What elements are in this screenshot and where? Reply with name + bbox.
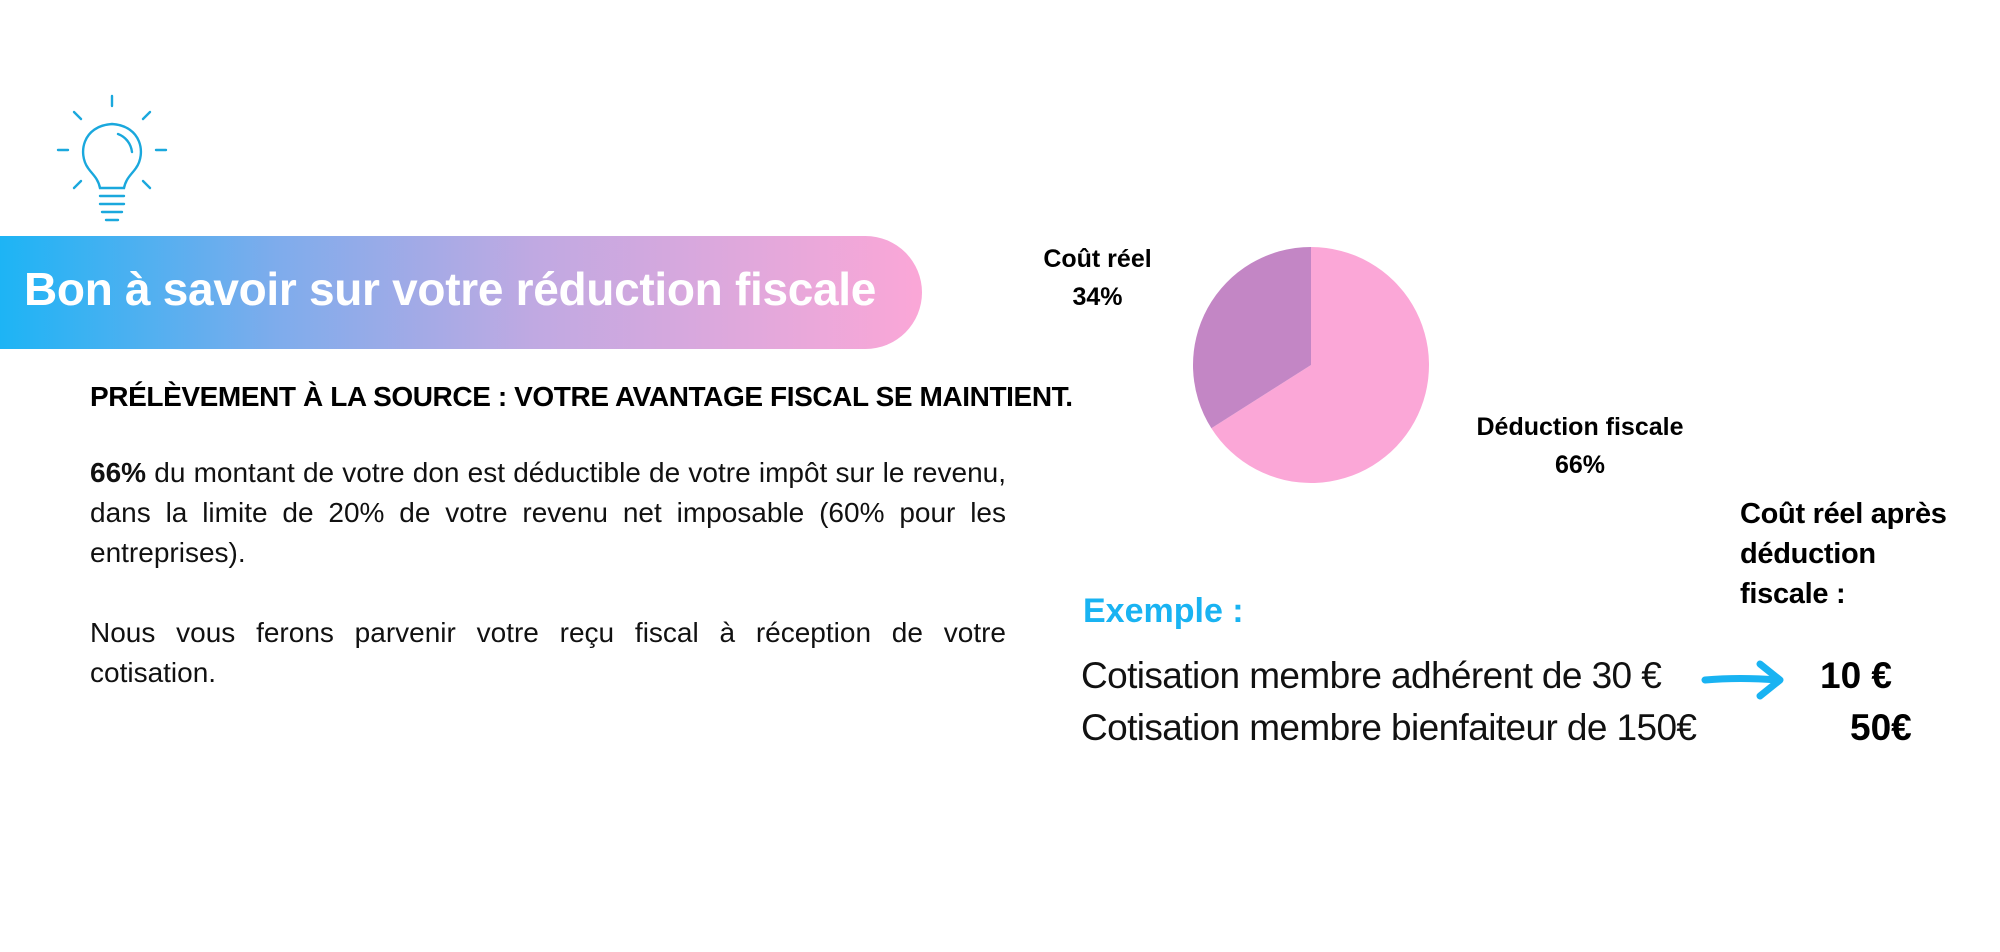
- pie-label-deduction-value: 66%: [1554, 451, 1606, 479]
- banner-title: Bon à savoir sur votre réduction fiscale: [24, 263, 877, 315]
- deduction-percent: 66%: [90, 457, 147, 488]
- example-row-adherent: Cotisation membre adhérent de 30 €: [1081, 655, 1662, 696]
- pie-label-cout-reel: Coût réel 34%: [1030, 240, 1165, 316]
- example-heading: Exemple :: [1083, 592, 1244, 630]
- title-banner: Bon à savoir sur votre réduction fiscale: [0, 236, 922, 349]
- example-row-bienfaiteur: Cotisation membre bienfaiteur de 150€: [1081, 707, 1697, 748]
- example-result-adherent: 10 €: [1820, 655, 1893, 696]
- pie-slice-0: [1211, 247, 1429, 483]
- arrow-right-icon: [1701, 660, 1784, 700]
- pie-label-deduction-name: Déduction fiscale: [1476, 413, 1684, 441]
- pie-label-cout-name: Coût réel: [1043, 245, 1152, 273]
- pie-chart: [1193, 247, 1429, 483]
- deduction-text: du montant de votre don est déductible d…: [90, 457, 1006, 568]
- lightbulb-icon: [56, 94, 168, 222]
- section-subheading: PRÉLÈVEMENT À LA SOURCE : VOTRE AVANTAGE…: [90, 381, 1073, 412]
- pie-label-cout-value: 34%: [1072, 283, 1123, 311]
- pie-slice-1: [1193, 247, 1311, 429]
- pie-label-deduction: Déduction fiscale 66%: [1455, 408, 1705, 484]
- deduction-paragraph: 66% du montant de votre don est déductib…: [90, 453, 1006, 573]
- example-result-bienfaiteur: 50€: [1850, 707, 1912, 748]
- result-heading: Coût réel après déduction fiscale :: [1740, 498, 1947, 610]
- receipt-paragraph: Nous vous ferons parvenir votre reçu fis…: [90, 617, 1006, 688]
